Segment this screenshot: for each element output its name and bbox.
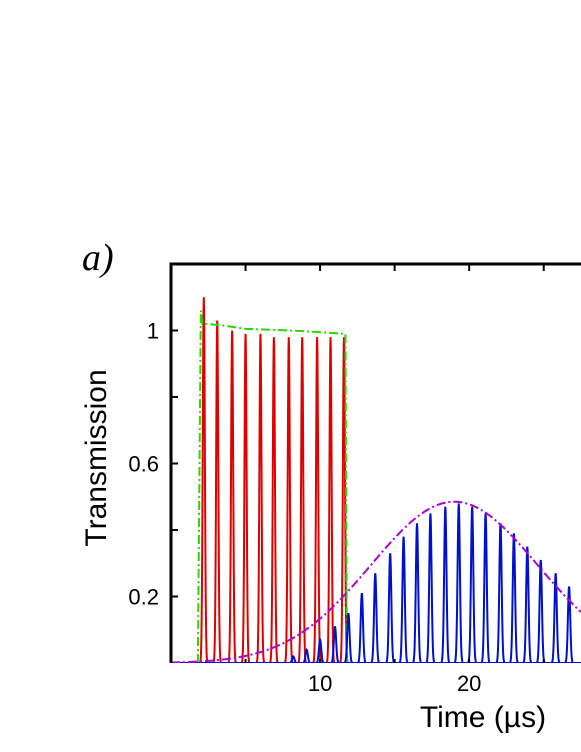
series-0-pulse-5 [263, 337, 285, 663]
series-0-pulse-10 [333, 337, 355, 663]
series-2-pulse-15 [488, 523, 513, 663]
series-0-pulse-6 [278, 337, 300, 663]
y-tick-label-0: 0.2 [128, 585, 159, 610]
series-2-pulse-1 [294, 647, 319, 663]
series-2-pulse-8 [391, 536, 416, 663]
x-tick-label-0: 10 [308, 671, 332, 696]
series-2-pulse-4 [336, 612, 361, 663]
series-2-pulse-14 [473, 513, 498, 663]
series-0-pulse-4 [249, 333, 272, 663]
series-2-pulse-19 [543, 573, 568, 663]
panel-label: a) [82, 237, 114, 279]
x-tick-label-1: 20 [457, 671, 481, 696]
series-2-pulse-18 [528, 559, 553, 663]
series-2-pulse-6 [363, 573, 388, 663]
series-2-pulse-3 [323, 626, 347, 663]
series-0-pulse-9 [319, 337, 342, 663]
series-0-pulse-0 [193, 297, 215, 663]
series-0-pulse-8 [306, 337, 328, 663]
series-2-pulse-2 [308, 637, 333, 663]
series-2-pulse-16 [501, 533, 526, 663]
plot-area [171, 297, 581, 663]
series-0-pulse-2 [221, 330, 243, 663]
y-tick-label-2: 1 [147, 319, 159, 344]
series-0-pulse-7 [291, 337, 313, 663]
series-2-pulse-12 [446, 503, 471, 663]
series-2-pulse-9 [405, 523, 429, 663]
series-0-pulse-3 [234, 333, 257, 663]
series-2-pulse-5 [349, 593, 374, 663]
series-3-envelope [171, 500, 581, 663]
y-tick-label-1: 0.6 [128, 452, 159, 477]
axes: 0.2 0.6 1 10 20 [128, 262, 581, 696]
series-2-pulse-0 [281, 655, 306, 663]
series-1-line [196, 310, 581, 663]
series-2-pulse-7 [378, 553, 403, 663]
series-2-pulse-13 [460, 506, 485, 663]
series-2-pulse-20 [557, 586, 581, 663]
series-0-pulse-1 [206, 320, 228, 663]
y-axis-title: Transmission [80, 369, 113, 546]
x-axis-title: Time (µs) [420, 701, 546, 734]
series-2-pulse-11 [433, 506, 458, 663]
series-2-pulse-10 [418, 513, 443, 663]
series-2-pulse-17 [515, 546, 540, 663]
